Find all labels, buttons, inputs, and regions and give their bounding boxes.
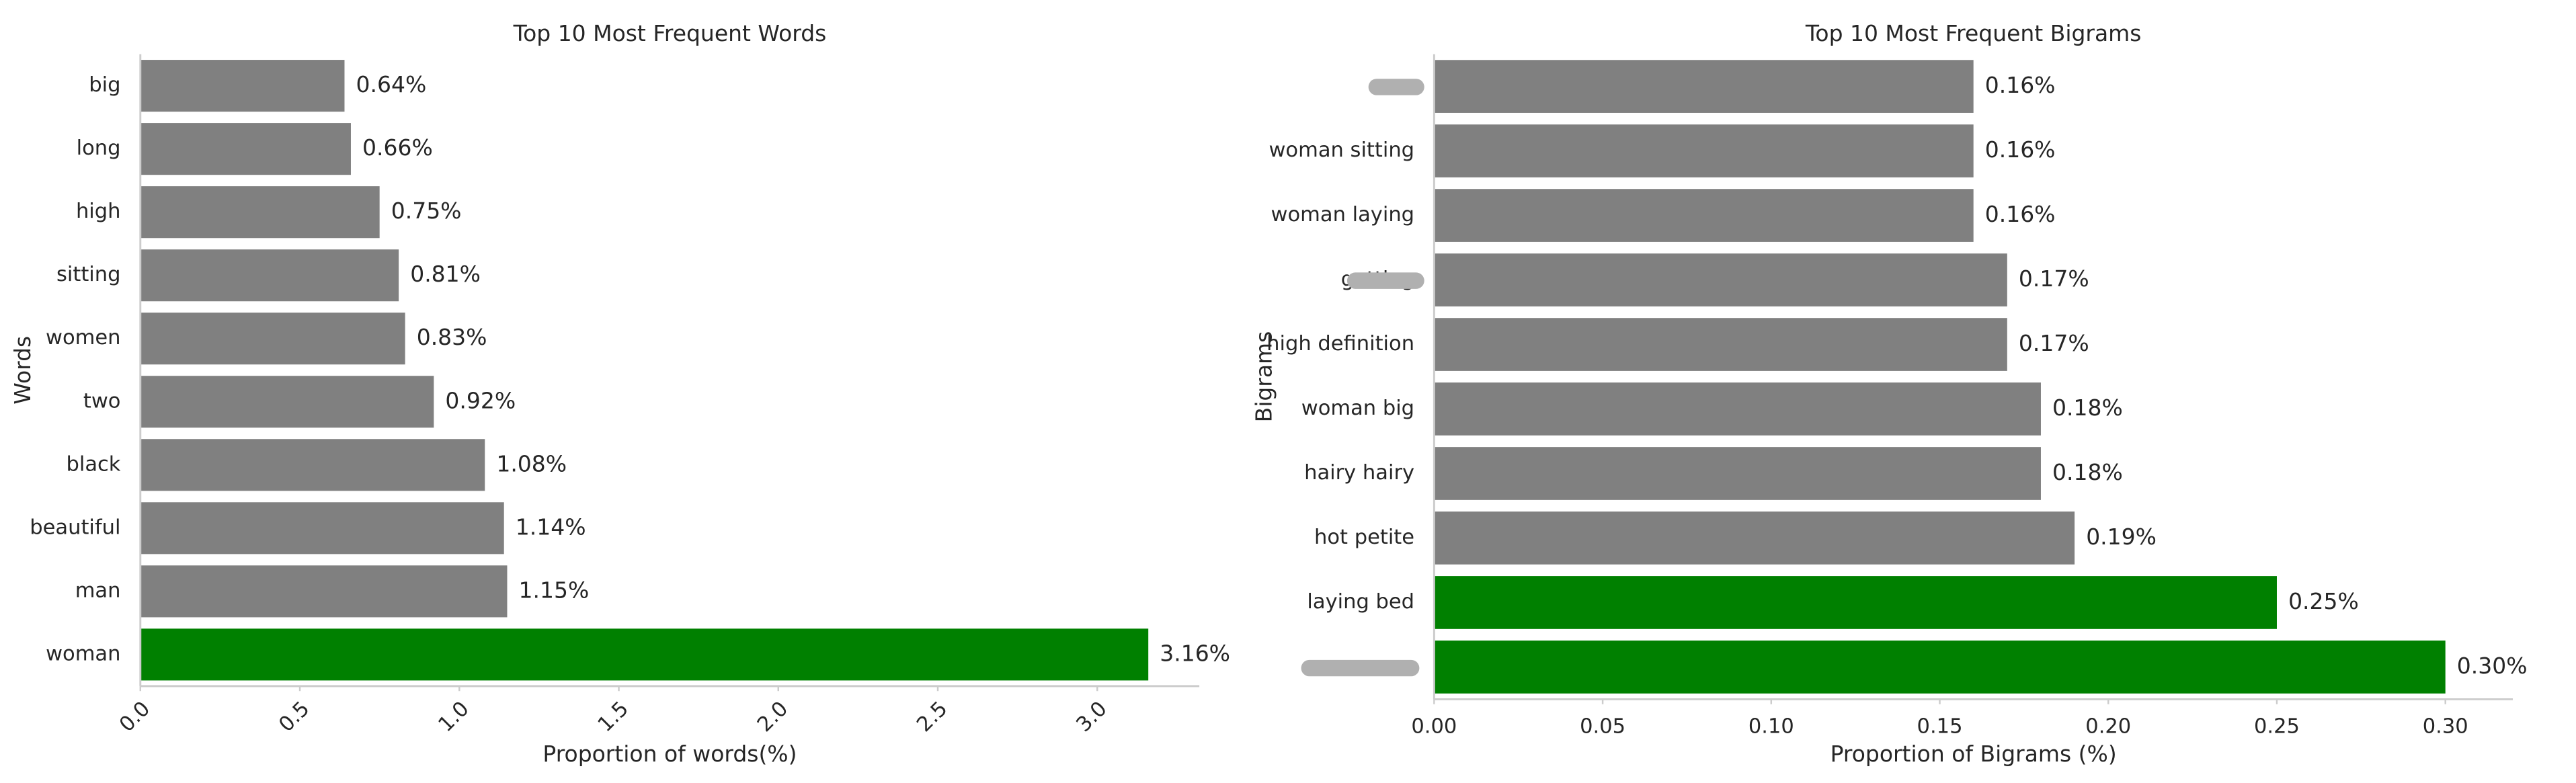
chart-title: Top 10 Most Frequent Words bbox=[513, 20, 827, 46]
x-axis-label: Proportion of words(%) bbox=[542, 741, 797, 767]
y-tick-label: laying bed bbox=[1307, 590, 1414, 614]
bar bbox=[140, 439, 485, 491]
bar bbox=[140, 313, 405, 365]
bar bbox=[1434, 189, 1974, 242]
y-tick-label: big bbox=[89, 73, 120, 97]
bar bbox=[1434, 511, 2075, 565]
bar bbox=[140, 249, 399, 302]
y-tick-label: woman bbox=[46, 642, 120, 665]
bar bbox=[140, 565, 508, 618]
data-label: 0.17% bbox=[2019, 265, 2089, 292]
y-tick-label: black bbox=[66, 452, 120, 476]
redaction bbox=[1368, 79, 1424, 95]
data-label: 0.30% bbox=[2457, 653, 2528, 679]
redactions bbox=[1301, 79, 1424, 677]
x-tick-label: 3.0 bbox=[1072, 697, 1112, 737]
data-label: 0.92% bbox=[445, 387, 516, 413]
bar bbox=[140, 502, 504, 554]
y-tick-label: woman laying bbox=[1271, 203, 1415, 226]
data-label: 0.18% bbox=[2052, 395, 2123, 421]
data-label: 0.66% bbox=[362, 134, 433, 161]
x-tick-label: 0.15 bbox=[1917, 714, 1963, 738]
bar bbox=[1434, 641, 2446, 694]
bar bbox=[1434, 253, 2007, 306]
data-label: 0.75% bbox=[391, 198, 462, 224]
x-tick-label: 2.0 bbox=[753, 697, 793, 737]
data-label: 3.16% bbox=[1160, 640, 1230, 666]
y-tick-label: beautiful bbox=[30, 516, 120, 539]
bar bbox=[1434, 576, 2277, 629]
x-tick-label: 0.05 bbox=[1580, 714, 1625, 738]
bar bbox=[140, 186, 380, 239]
y-axis-label: Bigrams bbox=[1250, 331, 1277, 423]
bar bbox=[1434, 318, 2007, 371]
y-tick-label: women bbox=[46, 326, 120, 349]
data-label: 0.16% bbox=[1985, 201, 2056, 227]
data-label: 1.15% bbox=[519, 577, 590, 603]
y-tick-label: high definition bbox=[1266, 332, 1414, 356]
y-tick-label: hairy hairy bbox=[1304, 461, 1414, 485]
y-tick-label: woman sitting bbox=[1269, 138, 1414, 162]
y-tick-label: two bbox=[83, 389, 121, 413]
x-tick-label: 0.30 bbox=[2423, 714, 2468, 738]
bar bbox=[140, 123, 351, 175]
x-tick-label: 0.25 bbox=[2254, 714, 2300, 738]
y-axis-label: Words bbox=[9, 336, 36, 405]
y-tick-label: sitting bbox=[56, 263, 121, 286]
y-tick-label: woman big bbox=[1301, 397, 1414, 420]
data-label: 0.81% bbox=[410, 261, 481, 287]
y-tick-label: hot petite bbox=[1314, 526, 1414, 549]
chart-title: Top 10 Most Frequent Bigrams bbox=[1805, 20, 2142, 46]
redaction bbox=[1346, 272, 1424, 289]
y-tick-label: man bbox=[75, 579, 121, 602]
bar bbox=[140, 376, 434, 428]
x-tick-label: 0.10 bbox=[1748, 714, 1794, 738]
bar bbox=[1434, 382, 2041, 436]
x-tick-label: 0.20 bbox=[2085, 714, 2131, 738]
redaction bbox=[1301, 659, 1420, 677]
data-label: 0.83% bbox=[417, 324, 487, 350]
x-tick-label: 0.0 bbox=[115, 697, 155, 737]
x-tick-label: 1.5 bbox=[594, 697, 633, 737]
data-label: 0.25% bbox=[2288, 588, 2359, 614]
bar bbox=[140, 628, 1149, 681]
data-label: 0.18% bbox=[2052, 459, 2123, 485]
bar bbox=[1434, 60, 1974, 113]
x-axis-label: Proportion of Bigrams (%) bbox=[1830, 741, 2117, 767]
y-tick-label: high bbox=[76, 200, 121, 223]
bar bbox=[1434, 124, 1974, 177]
data-label: 0.17% bbox=[2019, 330, 2089, 356]
x-tick-label: 2.5 bbox=[912, 697, 952, 737]
data-label: 0.64% bbox=[356, 71, 427, 97]
y-tick-label: long bbox=[77, 136, 121, 160]
x-tick-label: 1.0 bbox=[434, 697, 474, 737]
data-label: 1.14% bbox=[516, 513, 586, 540]
x-tick-label: 0.5 bbox=[274, 697, 314, 737]
data-label: 0.19% bbox=[2086, 524, 2157, 550]
bar bbox=[1434, 447, 2041, 500]
data-label: 1.08% bbox=[496, 450, 567, 477]
bar bbox=[140, 60, 345, 112]
x-tick-label: 0.00 bbox=[1411, 714, 1457, 738]
data-label: 0.16% bbox=[1985, 72, 2056, 98]
data-label: 0.16% bbox=[1985, 136, 2056, 163]
